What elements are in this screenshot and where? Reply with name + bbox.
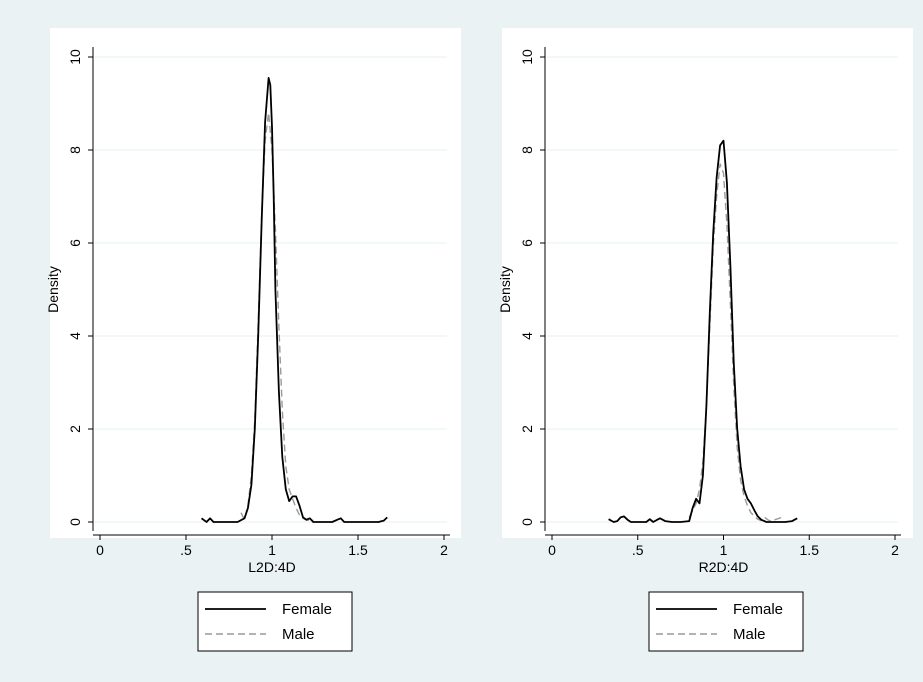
- right-y-tick-label-1: 2: [519, 425, 535, 433]
- right-y-tick-label-2: 4: [519, 332, 535, 340]
- left-y-tick-label-2: 4: [67, 332, 83, 340]
- left-legend-label-female: Female: [282, 601, 332, 618]
- left-x-tick-label-2: 1: [268, 542, 276, 558]
- left-y-tick-label-1: 2: [67, 425, 83, 433]
- right-x-tick-label-3: 1.5: [800, 542, 820, 558]
- right-y-axis-label: Density: [497, 266, 513, 313]
- right-x-tick-label-1: .5: [632, 542, 644, 558]
- right-density-panel: 0 2 4 6 8 10 0 .5 1 1.5 2 R2D:4D Density Female Male: [497, 28, 913, 652]
- left-legend-label-male: Male: [282, 626, 315, 643]
- right-x-tick-label-2: 1: [720, 542, 728, 558]
- right-legend-label-female: Female: [733, 601, 783, 618]
- left-x-tick-label-0: 0: [96, 542, 104, 558]
- left-y-axis-label: Density: [45, 266, 61, 313]
- left-density-panel: 0 2 4 6 8 10 0 .5 1 1.5 2 L2D:4D Density Female Male: [45, 28, 461, 652]
- left-y-tick-label-5: 10: [67, 49, 83, 65]
- left-plot-area: [50, 28, 461, 538]
- left-y-tick-label-3: 6: [67, 239, 83, 247]
- left-x-tick-label-4: 2: [440, 542, 448, 558]
- right-series-female-line: [608, 139, 798, 523]
- right-y-tick-label-3: 6: [519, 239, 535, 247]
- left-y-tick-label-0: 0: [67, 518, 83, 526]
- right-x-axis-label: R2D:4D: [699, 559, 749, 575]
- right-y-tick-label-4: 8: [519, 146, 535, 154]
- right-x-tick-label-4: 2: [891, 542, 899, 558]
- left-x-tick-label-3: 1.5: [348, 542, 368, 558]
- left-x-tick-label-1: .5: [180, 542, 192, 558]
- left-x-axis-label: L2D:4D: [248, 559, 295, 575]
- right-legend-box: [648, 591, 804, 652]
- right-y-tick-label-5: 10: [519, 49, 535, 65]
- left-y-tick-label-4: 8: [67, 146, 83, 154]
- right-legend-label-male: Male: [733, 626, 766, 643]
- right-x-tick-label-0: 0: [548, 542, 556, 558]
- right-plot-area: [502, 28, 913, 538]
- left-series-female-line: [200, 77, 388, 523]
- left-legend-box: [197, 591, 353, 652]
- right-y-tick-label-0: 0: [519, 518, 535, 526]
